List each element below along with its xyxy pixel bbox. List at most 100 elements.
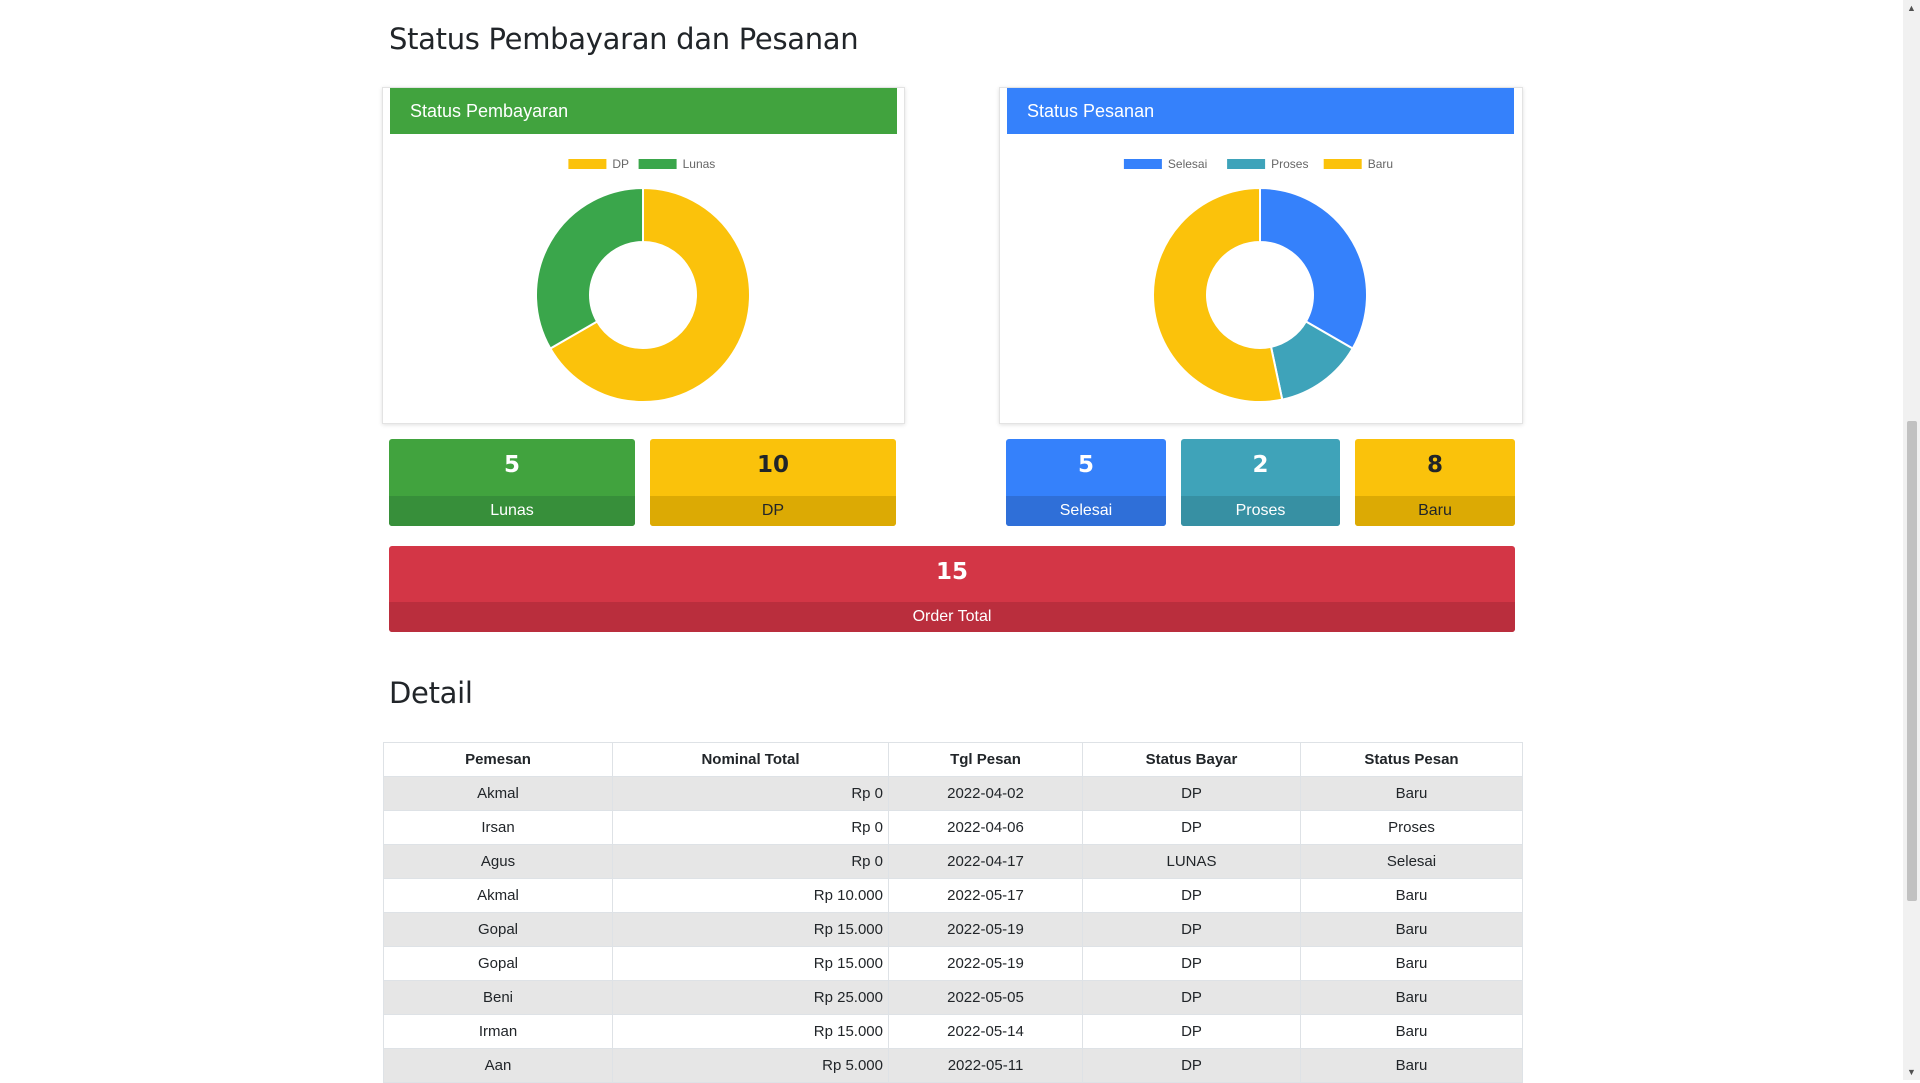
stat-proses-label: Proses [1181, 496, 1340, 526]
cell-pemesan: Beni [383, 980, 613, 1015]
donut-slice-lunas[interactable] [535, 186, 644, 350]
table-row: Agus Rp 0 2022-04-17 LUNAS Selesai [383, 844, 1523, 879]
cell-status-bayar: DP [1082, 776, 1301, 811]
scroll-up-arrow-icon[interactable]: ▲ [1907, 3, 1916, 13]
cell-tgl: 2022-04-17 [888, 844, 1083, 879]
cell-nominal: Rp 0 [612, 810, 889, 845]
stat-baru-value: 8 [1426, 452, 1443, 478]
legend-swatch-baru [1323, 159, 1362, 169]
cell-status-pesan: Baru [1300, 776, 1523, 811]
cell-status-bayar: DP [1082, 878, 1301, 913]
legend-swatch-selesai [1123, 159, 1162, 169]
stat-selesai[interactable]: 5 Selesai [1006, 439, 1166, 526]
cell-status-pesan: Selesai [1300, 844, 1523, 879]
cell-pemesan: Irsan [383, 810, 613, 845]
cell-status-pesan: Baru [1300, 1048, 1523, 1083]
detail-table: Pemesan Nominal Total Tgl Pesan Status B… [383, 742, 1523, 1083]
donut-slice-baru[interactable] [1152, 186, 1284, 403]
cell-status-pesan: Baru [1300, 912, 1523, 947]
legend-label-proses: Proses [1271, 157, 1308, 171]
cell-pemesan: Agus [383, 844, 613, 879]
cell-nominal: Rp 15.000 [612, 912, 889, 947]
stat-lunas[interactable]: 5 Lunas [389, 439, 635, 526]
stat-dp-label: DP [650, 496, 896, 526]
column-header-nominal-total: Nominal Total [612, 742, 889, 777]
cell-pemesan: Akmal [383, 776, 613, 811]
legend-label-dp: DP [612, 157, 629, 171]
legend-label-lunas: Lunas [683, 157, 716, 171]
scroll-down-arrow-icon[interactable]: ▼ [1907, 1067, 1916, 1077]
scrollbar-thumb[interactable] [1907, 421, 1917, 901]
payment-status-card: Status Pembayaran DP Lunas [382, 87, 905, 424]
cell-tgl: 2022-05-19 [888, 912, 1083, 947]
cell-status-bayar: DP [1082, 946, 1301, 981]
cell-status-pesan: Proses [1300, 810, 1523, 845]
cell-nominal: Rp 0 [612, 844, 889, 879]
cell-pemesan: Gopal [383, 946, 613, 981]
cell-status-pesan: Baru [1300, 946, 1523, 981]
order-status-header: Status Pesanan [1007, 88, 1514, 134]
cell-status-pesan: Baru [1300, 1014, 1523, 1049]
table-row: Akmal Rp 0 2022-04-02 DP Baru [383, 776, 1523, 811]
cell-nominal: Rp 15.000 [612, 1014, 889, 1049]
stat-baru-label: Baru [1355, 496, 1515, 526]
cell-tgl: 2022-05-17 [888, 878, 1083, 913]
cell-pemesan: Aan [383, 1048, 613, 1083]
cell-status-pesan: Baru [1300, 980, 1523, 1015]
stat-proses[interactable]: 2 Proses [1181, 439, 1340, 526]
stat-dp[interactable]: 10 DP [650, 439, 896, 526]
stat-proses-value: 2 [1252, 452, 1269, 478]
column-header-status-pesan: Status Pesan [1300, 742, 1523, 777]
table-row: Gopal Rp 15.000 2022-05-19 DP Baru [383, 912, 1523, 947]
cell-nominal: Rp 15.000 [612, 946, 889, 981]
cell-status-bayar: DP [1082, 1048, 1301, 1083]
cell-tgl: 2022-04-02 [888, 776, 1083, 811]
cell-nominal: Rp 10.000 [612, 878, 889, 913]
payment-status-header: Status Pembayaran [390, 88, 897, 134]
column-header-pemesan: Pemesan [383, 742, 613, 777]
cell-status-bayar: DP [1082, 810, 1301, 845]
order-status-card: Status Pesanan Selesai Proses Baru [999, 87, 1523, 424]
legend-swatch-proses [1227, 159, 1266, 169]
legend-swatch-dp [568, 159, 607, 169]
detail-title: Detail [389, 676, 473, 710]
column-header-tgl-pesan: Tgl Pesan [888, 742, 1083, 777]
page-title: Status Pembayaran dan Pesanan [389, 22, 859, 56]
table-row: Akmal Rp 10.000 2022-05-17 DP Baru [383, 878, 1523, 913]
table-row: Gopal Rp 15.000 2022-05-19 DP Baru [383, 946, 1523, 981]
table-row: Aan Rp 5.000 2022-05-11 DP Baru [383, 1048, 1523, 1083]
cell-tgl: 2022-04-06 [888, 810, 1083, 845]
stat-order-total-value: 15 [935, 559, 968, 585]
order-status-chart: Selesai Proses Baru [1123, 157, 1393, 403]
cell-tgl: 2022-05-19 [888, 946, 1083, 981]
cell-tgl: 2022-05-14 [888, 1014, 1083, 1049]
donut-slice-selesai[interactable] [1259, 186, 1368, 350]
stat-selesai-value: 5 [1077, 452, 1094, 478]
stat-baru[interactable]: 8 Baru [1355, 439, 1515, 526]
table-row: Beni Rp 25.000 2022-05-05 DP Baru [383, 980, 1523, 1015]
stat-order-total-label: Order Total [389, 602, 1515, 632]
cell-pemesan: Akmal [383, 878, 613, 913]
cell-pemesan: Gopal [383, 912, 613, 947]
cell-tgl: 2022-05-05 [888, 980, 1083, 1015]
stat-lunas-value: 5 [503, 452, 520, 478]
cell-status-bayar: LUNAS [1082, 844, 1301, 879]
table-row: Irsan Rp 0 2022-04-06 DP Proses [383, 810, 1523, 845]
legend-label-baru: Baru [1368, 157, 1393, 171]
stat-selesai-label: Selesai [1006, 496, 1166, 526]
legend-label-selesai: Selesai [1168, 157, 1207, 171]
vertical-scrollbar[interactable]: ▲ ▼ [1903, 0, 1920, 1080]
payment-status-chart: DP Lunas [535, 157, 751, 403]
stat-dp-value: 10 [756, 452, 789, 478]
donut-slice-dp[interactable] [548, 186, 751, 403]
legend-swatch-lunas [638, 159, 677, 169]
cell-status-bayar: DP [1082, 980, 1301, 1015]
cell-nominal: Rp 5.000 [612, 1048, 889, 1083]
column-header-status-bayar: Status Bayar [1082, 742, 1301, 777]
table-row: Irman Rp 15.000 2022-05-14 DP Baru [383, 1014, 1523, 1049]
cell-pemesan: Irman [383, 1014, 613, 1049]
cell-nominal: Rp 0 [612, 776, 889, 811]
stat-order-total[interactable]: 15 Order Total [389, 546, 1515, 632]
cell-nominal: Rp 25.000 [612, 980, 889, 1015]
cell-tgl: 2022-05-11 [888, 1048, 1083, 1083]
